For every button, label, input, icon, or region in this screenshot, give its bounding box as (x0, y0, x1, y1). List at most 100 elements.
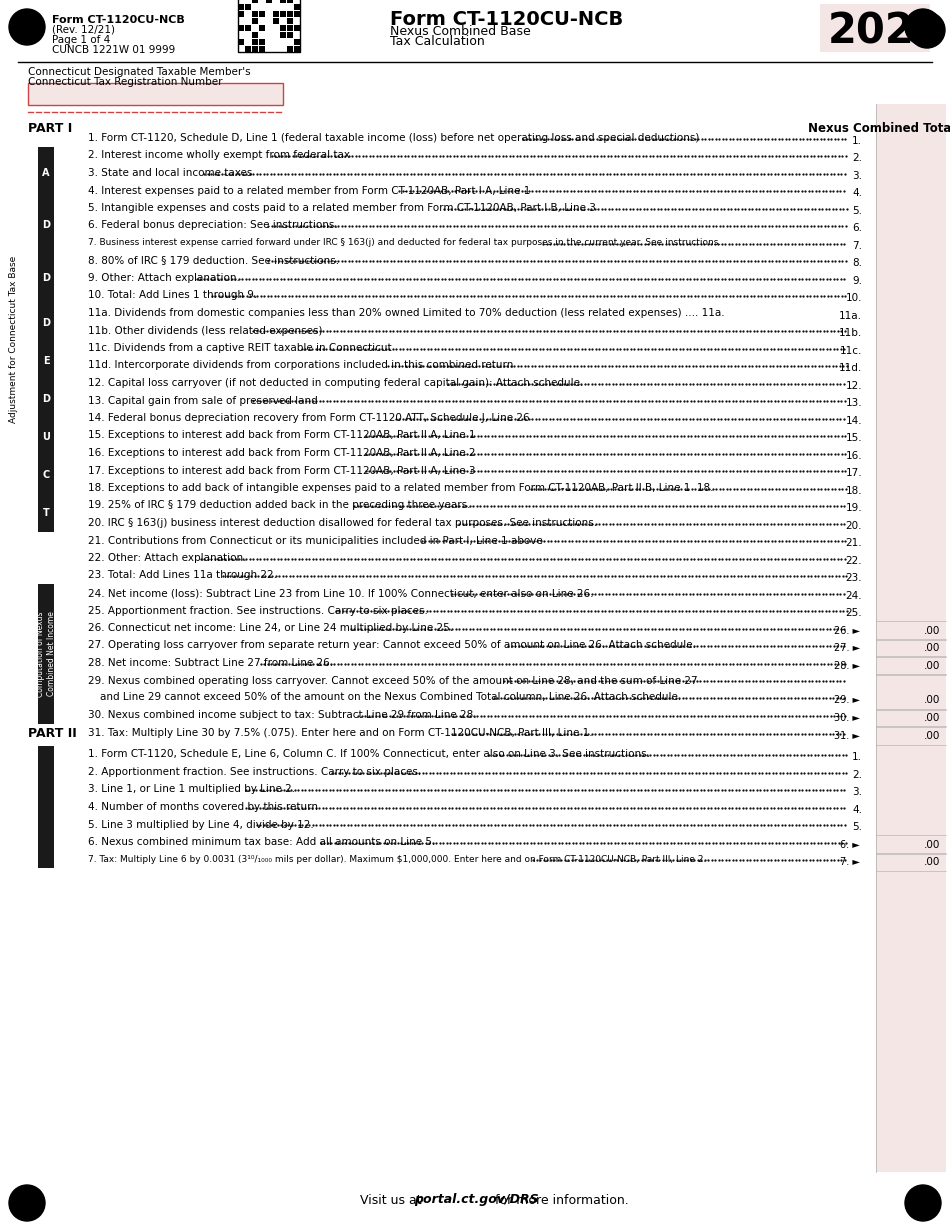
Bar (294, 11, 299, 17)
Text: .00: .00 (923, 713, 940, 723)
Text: 29. Nexus combined operating loss carryover. Cannot exceed 50% of the amount on : 29. Nexus combined operating loss carryo… (88, 675, 697, 685)
Bar (294, 25, 299, 31)
Bar (238, 25, 244, 31)
Text: 31. Tax: Multiply Line 30 by 7.5% (.075). Enter here and on Form CT-1120CU-NCB, : 31. Tax: Multiply Line 30 by 7.5% (.075)… (88, 728, 593, 738)
Text: Visit us at: Visit us at (360, 1193, 426, 1207)
Bar (287, 0, 293, 4)
Bar (253, 46, 258, 52)
Bar (266, 0, 272, 4)
Bar (238, 38, 244, 44)
Bar (238, 0, 300, 52)
Text: 15.: 15. (846, 433, 862, 443)
Text: 1.: 1. (852, 135, 862, 145)
Text: 23.: 23. (846, 573, 862, 583)
Text: Form CT-1120CU-NCB: Form CT-1120CU-NCB (390, 10, 623, 30)
Bar (253, 18, 258, 23)
Bar (38, 745, 54, 868)
Text: PART I: PART I (28, 122, 72, 135)
Circle shape (905, 1184, 941, 1221)
Bar (253, 38, 258, 44)
Bar (245, 25, 252, 31)
Text: 2.: 2. (852, 770, 862, 780)
Bar (38, 584, 54, 724)
Circle shape (9, 9, 45, 46)
Bar (259, 11, 265, 17)
Text: 10.: 10. (846, 293, 862, 304)
Text: Connecticut Designated Taxable Member's: Connecticut Designated Taxable Member's (28, 66, 251, 77)
Bar (280, 32, 286, 38)
Text: 5. Intangible expenses and costs paid to a related member from Form CT-1120AB, P: 5. Intangible expenses and costs paid to… (88, 203, 596, 213)
Text: 11c.: 11c. (840, 346, 862, 355)
Text: 4. Number of months covered by this return: 4. Number of months covered by this retu… (88, 802, 318, 812)
Text: Computation of Nexus
Combined Net Income: Computation of Nexus Combined Net Income (36, 611, 56, 696)
Text: Nexus Combined Base: Nexus Combined Base (390, 25, 531, 38)
Text: 17.: 17. (846, 469, 862, 478)
Text: for more information.: for more information. (491, 1193, 629, 1207)
Text: 6.: 6. (852, 224, 862, 234)
Bar (876, 105, 946, 1172)
Bar (287, 25, 293, 31)
Text: 25. Apportionment fraction. See instructions. Carry to six places.: 25. Apportionment fraction. See instruct… (88, 605, 428, 615)
Text: A: A (42, 167, 49, 178)
Bar (280, 25, 286, 31)
Bar (287, 11, 293, 17)
Text: 25.: 25. (846, 609, 862, 619)
Text: 1. Form CT-1120, Schedule D, Line 1 (federal taxable income (loss) before net op: 1. Form CT-1120, Schedule D, Line 1 (fed… (88, 133, 699, 143)
Text: 6. ►: 6. ► (840, 840, 860, 850)
Bar (238, 11, 244, 17)
Text: 4.: 4. (852, 188, 862, 198)
Text: 11b.: 11b. (839, 328, 862, 338)
Text: 6. Federal bonus depreciation: See instructions.: 6. Federal bonus depreciation: See instr… (88, 220, 338, 230)
Text: 6. Nexus combined minimum tax base: Add all amounts on Line 5.: 6. Nexus combined minimum tax base: Add … (88, 836, 435, 847)
Text: 28. ►: 28. ► (834, 661, 860, 670)
Bar (287, 32, 293, 38)
Text: 27. ►: 27. ► (834, 643, 860, 653)
Text: 15. Exceptions to interest add back from Form CT-1120AB, Part II A, Line 1: 15. Exceptions to interest add back from… (88, 430, 476, 440)
Text: 21. Contributions from Connecticut or its municipalities included in Part I, Lin: 21. Contributions from Connecticut or it… (88, 535, 542, 545)
Text: 11a.: 11a. (839, 311, 862, 321)
Text: 14. Federal bonus depreciation recovery from Form CT-1120 ATT, Schedule J, Line : 14. Federal bonus depreciation recovery … (88, 413, 530, 423)
Text: 11b. Other dividends (less related expenses): 11b. Other dividends (less related expen… (88, 326, 322, 336)
Text: D: D (42, 319, 50, 328)
Text: 20. IRC § 163(j) business interest deduction disallowed for federal tax purposes: 20. IRC § 163(j) business interest deduc… (88, 518, 598, 528)
Text: E: E (43, 355, 49, 365)
Text: .00: .00 (923, 695, 940, 705)
Text: 12. Capital loss carryover (if not deducted in computing federal capital gain): : 12. Capital loss carryover (if not deduc… (88, 378, 583, 387)
Text: 30. Nexus combined income subject to tax: Subtract Line 29 from Line 28.: 30. Nexus combined income subject to tax… (88, 711, 477, 721)
Text: 2.: 2. (852, 154, 862, 164)
Text: .00: .00 (923, 731, 940, 740)
Text: and Line 29 cannot exceed 50% of the amount on the Nexus Combined Total column, : and Line 29 cannot exceed 50% of the amo… (100, 692, 681, 702)
Text: 9. Other: Attach explanation.: 9. Other: Attach explanation. (88, 273, 239, 283)
Text: 3. Line 1, or Line 1 multiplied by Line 2.: 3. Line 1, or Line 1 multiplied by Line … (88, 785, 295, 795)
Bar (280, 0, 286, 4)
Text: C: C (43, 470, 49, 480)
Text: 1. Form CT-1120, Schedule E, Line 6, Column C. If 100% Connecticut, enter also o: 1. Form CT-1120, Schedule E, Line 6, Col… (88, 749, 650, 759)
Bar (253, 11, 258, 17)
Bar (28, 82, 283, 105)
Text: 11d.: 11d. (839, 363, 862, 373)
Text: 26. Connecticut net income: Line 24, or Line 24 multiplied by Line 25.: 26. Connecticut net income: Line 24, or … (88, 624, 453, 633)
Text: 18. Exceptions to add back of intangible expenses paid to a related member from : 18. Exceptions to add back of intangible… (88, 483, 713, 493)
Text: 31. ►: 31. ► (834, 731, 860, 740)
Text: Tax Calculation: Tax Calculation (390, 34, 484, 48)
Circle shape (905, 9, 941, 46)
Text: 8. 80% of IRC § 179 deduction. See instructions.: 8. 80% of IRC § 179 deduction. See instr… (88, 256, 339, 266)
Text: 2. Interest income wholly exempt from federal tax: 2. Interest income wholly exempt from fe… (88, 150, 350, 160)
Text: 17. Exceptions to interest add back from Form CT-1120AB, Part II A, Line 3: 17. Exceptions to interest add back from… (88, 465, 476, 476)
Bar (253, 32, 258, 38)
Bar (287, 46, 293, 52)
Text: 29. ►: 29. ► (834, 695, 860, 705)
Text: 7. ►: 7. ► (840, 857, 860, 867)
Text: 7.: 7. (852, 241, 862, 251)
Text: 22. Other: Attach explanation.: 22. Other: Attach explanation. (88, 554, 246, 563)
Text: 26. ►: 26. ► (834, 626, 860, 636)
Bar (294, 4, 299, 10)
Text: .00: .00 (923, 857, 940, 867)
Text: 27. Operating loss carryover from separate return year: Cannot exceed 50% of amo: 27. Operating loss carryover from separa… (88, 641, 696, 651)
Text: 22.: 22. (846, 556, 862, 566)
Bar (259, 46, 265, 52)
Bar (245, 4, 252, 10)
Bar (820, 4, 930, 52)
Text: 20.: 20. (846, 520, 862, 531)
Text: Nexus Combined Total: Nexus Combined Total (808, 122, 950, 135)
